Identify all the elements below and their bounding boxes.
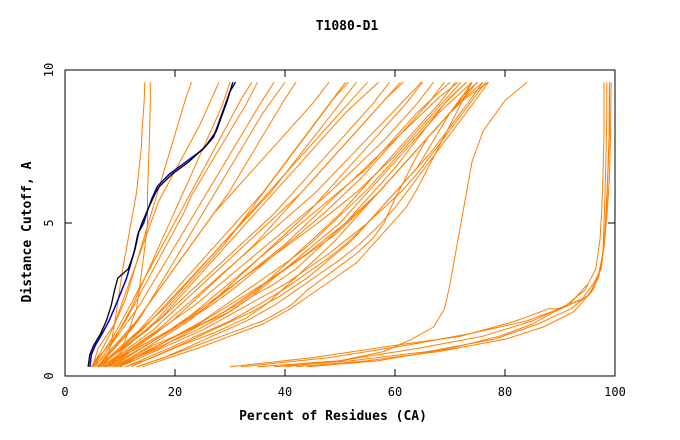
x-axis-label: Percent of Residues (CA): [239, 409, 427, 424]
series-line-8: [284, 81, 528, 368]
series-line-46: [106, 81, 404, 368]
series-line-32: [93, 81, 253, 368]
y-tick-label: 5: [42, 219, 56, 226]
series-line-42: [136, 81, 489, 368]
chart-title: T1080-D1: [316, 19, 379, 34]
series-line-44: [117, 81, 467, 368]
x-tick-label: 100: [604, 385, 626, 399]
x-tick-label: 60: [388, 385, 402, 399]
series-line-35: [141, 81, 473, 368]
series-line-23: [92, 82, 231, 368]
series-line-24: [94, 81, 275, 368]
series-line-4: [257, 82, 605, 368]
series-line-16: [108, 82, 151, 368]
ticks-layer: 0 20 40 60 80 100 0 5 10: [42, 63, 626, 399]
y-axis-label: Distance Cutoff, A: [20, 161, 35, 302]
series-line-43: [125, 81, 484, 368]
x-tick-label: 20: [168, 385, 182, 399]
series-layer: [87, 81, 612, 368]
series-line-17: [97, 81, 286, 368]
x-tick-label: 0: [61, 385, 68, 399]
series-line-39: [108, 81, 462, 368]
y-tick-label: 10: [42, 63, 56, 77]
series-line-41: [119, 81, 473, 368]
series-line-6: [295, 82, 610, 368]
series-line-10: [114, 81, 456, 368]
series-line-45: [100, 81, 349, 368]
series-line-37: [98, 81, 357, 368]
series-line-13: [92, 81, 330, 368]
x-tick-label: 40: [278, 385, 292, 399]
y-tick-label: 0: [42, 372, 56, 379]
series-line-38: [104, 81, 422, 368]
series-line-19: [108, 81, 451, 368]
x-tick-label: 80: [498, 385, 512, 399]
series-line-34: [119, 81, 487, 368]
series-line-47: [111, 81, 459, 368]
series-line-18: [97, 81, 379, 368]
series-line-40: [92, 81, 220, 367]
series-line-36: [96, 81, 297, 368]
series-line-28: [130, 81, 478, 368]
series-line-1: [87, 82, 234, 367]
series-line-7: [306, 283, 588, 368]
series-line-25: [100, 81, 368, 368]
series-line-15: [103, 82, 146, 367]
